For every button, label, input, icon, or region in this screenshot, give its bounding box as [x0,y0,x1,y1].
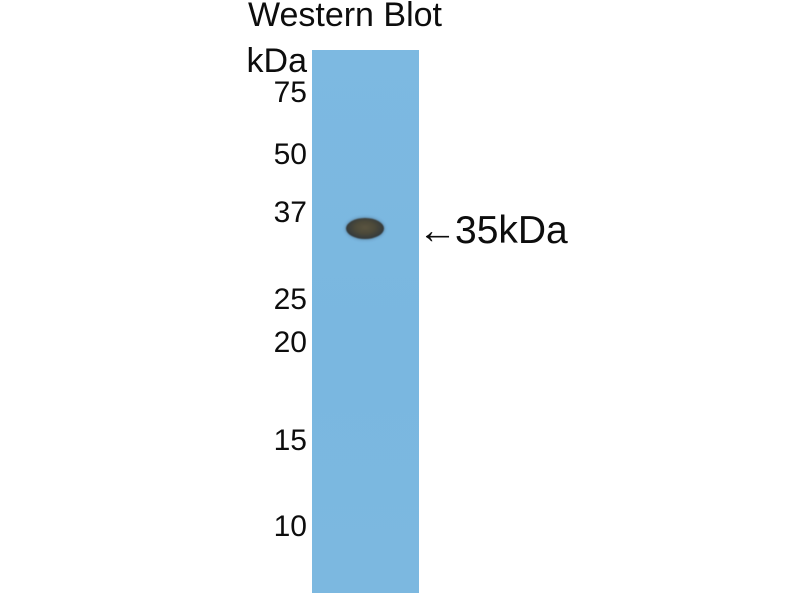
blot-lane [312,50,419,593]
band-label: 35kDa [455,209,568,252]
ladder-marker-15: 15 [273,424,307,457]
left-arrow-icon: ← [418,209,457,252]
ladder-marker-10: 10 [273,510,307,543]
ladder-marker-50: 50 [273,138,307,171]
ladder-marker-25: 25 [273,283,307,316]
unit-label: kDa [246,42,307,80]
protein-band [346,218,384,239]
ladder-marker-37: 37 [273,196,307,229]
band-annotation: ←35kDa [418,210,568,252]
ladder-marker-20: 20 [273,326,307,359]
ladder-marker-75: 75 [273,76,307,109]
figure-title: Western Blot [247,0,442,34]
